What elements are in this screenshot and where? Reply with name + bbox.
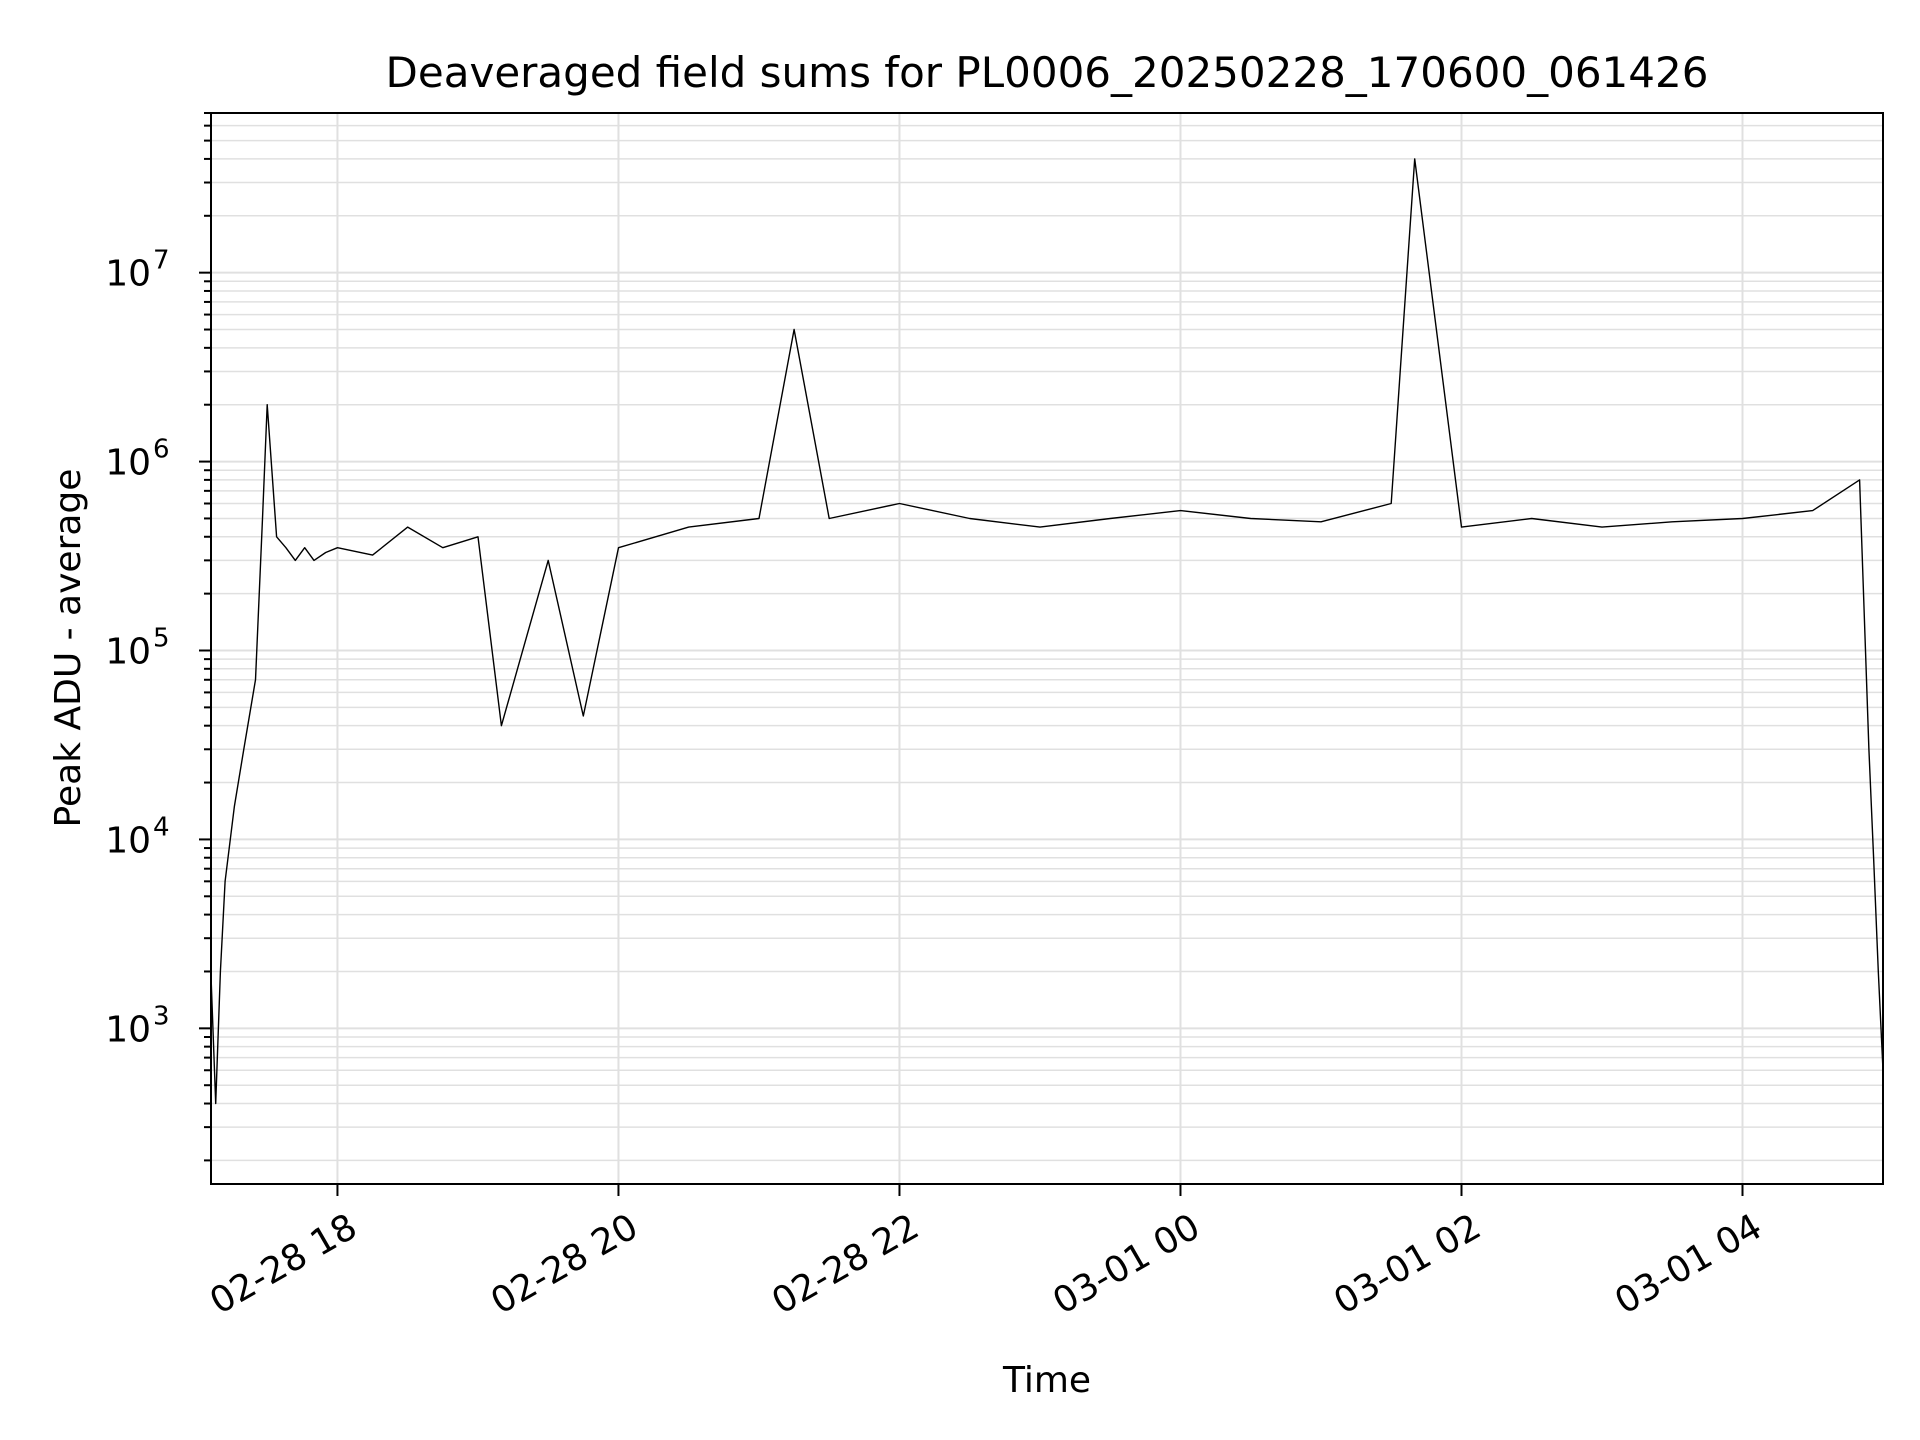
- series-line: [211, 158, 1883, 1105]
- y-tick-exponent: 5: [153, 624, 170, 654]
- plot-frame: [210, 112, 1884, 1185]
- x-axis-label: Time: [1002, 1360, 1091, 1401]
- y-tick-exponent: 6: [153, 435, 170, 465]
- y-tick-label: 10: [105, 1009, 151, 1050]
- y-tick-label: 10: [105, 443, 151, 484]
- y-tick-label: 10: [105, 632, 151, 673]
- grid: [211, 112, 1883, 1184]
- chart-title: Deaveraged field sums for PL0006_2025022…: [386, 48, 1709, 97]
- y-tick-exponent: 7: [153, 246, 170, 276]
- y-tick-label: 10: [105, 254, 151, 295]
- y-tick-label: 10: [105, 820, 151, 861]
- y-tick-exponent: 4: [153, 812, 170, 842]
- data-line-layer: [211, 158, 1883, 1105]
- y-tick-exponent: 3: [153, 1001, 170, 1031]
- y-axis-label: Peak ADU - average: [48, 469, 89, 828]
